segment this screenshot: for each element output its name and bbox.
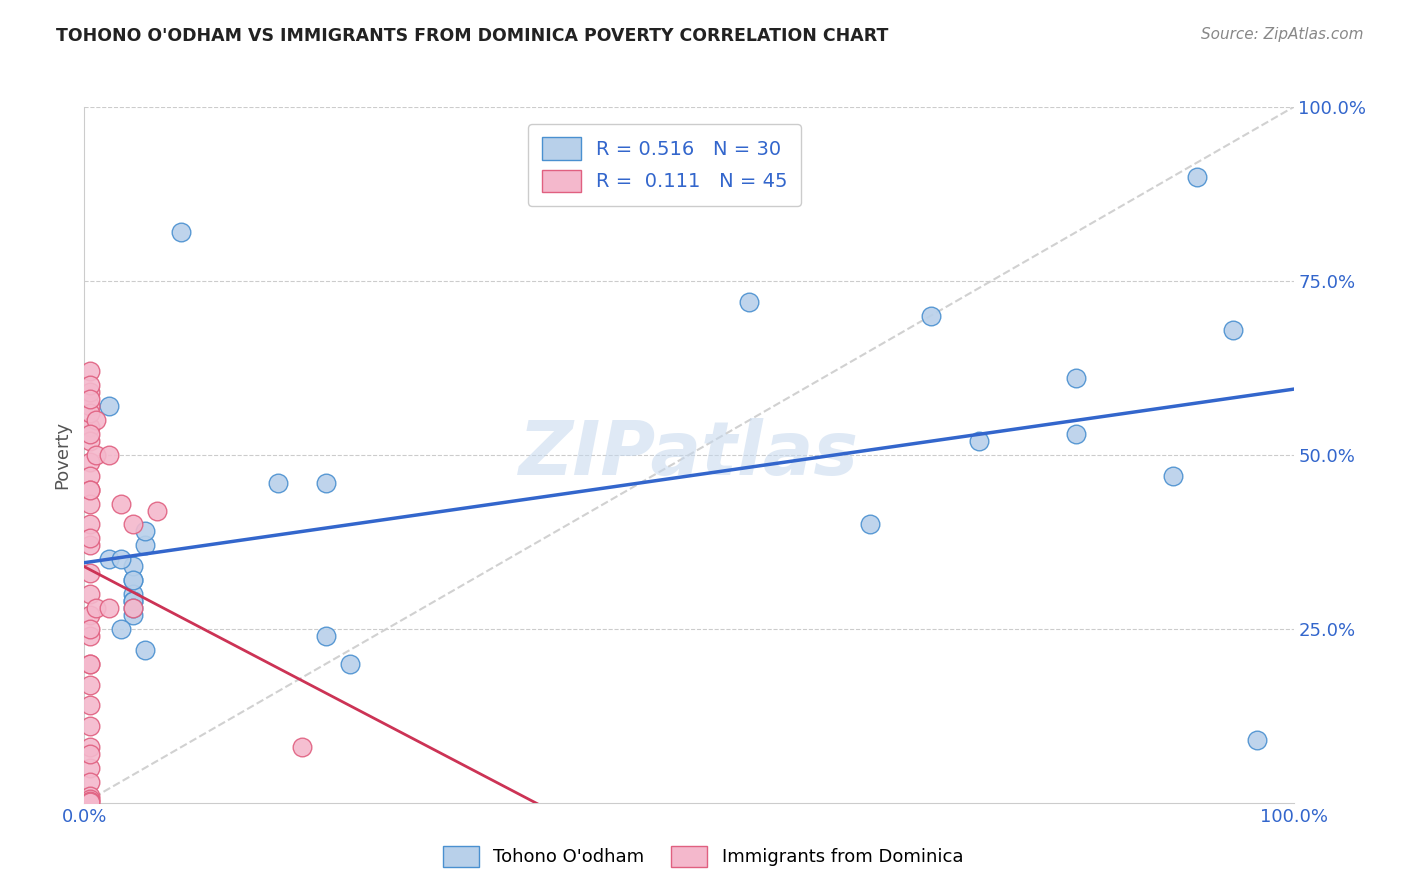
Point: [315, 629, 337, 643]
Point: [79, 607, 101, 622]
Point: [97, 552, 120, 566]
Point: [291, 740, 314, 755]
Point: [79, 378, 101, 392]
Point: [79, 455, 101, 469]
Point: [339, 657, 361, 671]
Text: ZIPatlas: ZIPatlas: [519, 418, 859, 491]
Point: [79, 420, 101, 434]
Point: [79, 538, 101, 552]
Point: [79, 657, 101, 671]
Point: [97, 399, 120, 413]
Point: [79, 392, 101, 407]
Point: [134, 524, 156, 539]
Point: [79, 761, 101, 775]
Point: [79, 622, 101, 636]
Point: [920, 309, 942, 323]
Point: [86, 448, 108, 462]
Point: [121, 594, 143, 608]
Point: [1246, 733, 1268, 747]
Point: [79, 427, 101, 442]
Point: [79, 747, 101, 761]
Point: [1222, 323, 1244, 337]
Point: [86, 413, 108, 427]
Point: [110, 497, 132, 511]
Point: [79, 364, 101, 378]
Point: [859, 517, 882, 532]
Point: [79, 497, 101, 511]
Point: [79, 792, 101, 806]
Point: [1161, 468, 1184, 483]
Legend: R = 0.516   N = 30, R =  0.111   N = 45: R = 0.516 N = 30, R = 0.111 N = 45: [529, 124, 801, 205]
Point: [121, 607, 143, 622]
Point: [1064, 427, 1087, 442]
Text: Source: ZipAtlas.com: Source: ZipAtlas.com: [1201, 27, 1364, 42]
Point: [315, 475, 337, 490]
Point: [79, 775, 101, 789]
Point: [134, 642, 156, 657]
Point: [79, 483, 101, 497]
Point: [146, 503, 169, 517]
Legend: Tohono O'odham, Immigrants from Dominica: Tohono O'odham, Immigrants from Dominica: [436, 838, 970, 874]
Point: [79, 399, 101, 413]
Point: [121, 517, 143, 532]
Text: TOHONO O'ODHAM VS IMMIGRANTS FROM DOMINICA POVERTY CORRELATION CHART: TOHONO O'ODHAM VS IMMIGRANTS FROM DOMINI…: [56, 27, 889, 45]
Point: [110, 552, 132, 566]
Point: [79, 517, 101, 532]
Point: [79, 794, 101, 808]
Point: [97, 448, 120, 462]
Point: [79, 719, 101, 733]
Point: [121, 573, 143, 587]
Point: [79, 483, 101, 497]
Point: [97, 601, 120, 615]
Point: [79, 587, 101, 601]
Point: [110, 622, 132, 636]
Point: [738, 294, 761, 309]
Point: [170, 225, 193, 239]
Point: [79, 657, 101, 671]
Point: [1185, 169, 1208, 184]
Point: [79, 468, 101, 483]
Point: [79, 795, 101, 809]
Point: [79, 740, 101, 755]
Point: [79, 698, 101, 713]
Point: [121, 559, 143, 574]
Point: [121, 601, 143, 615]
Point: [79, 406, 101, 420]
Point: [1064, 371, 1087, 385]
Point: [79, 385, 101, 400]
Point: [86, 601, 108, 615]
Point: [79, 789, 101, 803]
Point: [79, 677, 101, 691]
Point: [79, 434, 101, 448]
Point: [121, 594, 143, 608]
Y-axis label: Poverty: Poverty: [53, 421, 72, 489]
Point: [267, 475, 290, 490]
Point: [79, 532, 101, 546]
Point: [121, 601, 143, 615]
Point: [121, 573, 143, 587]
Point: [121, 587, 143, 601]
Point: [79, 566, 101, 581]
Point: [134, 538, 156, 552]
Point: [79, 629, 101, 643]
Point: [967, 434, 990, 448]
